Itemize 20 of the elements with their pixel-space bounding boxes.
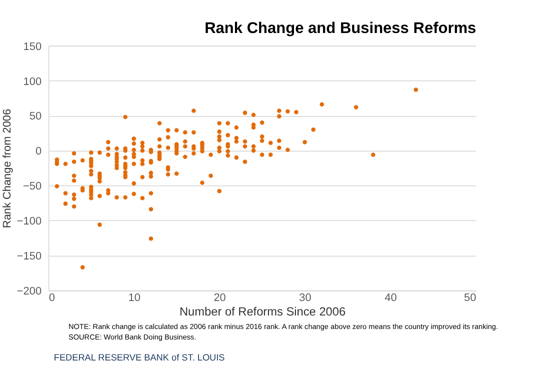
- y-tick-label: −50: [22, 180, 42, 193]
- x-tick-label: 10: [128, 292, 140, 304]
- y-axis-title: Rank Change from 2006: [1, 108, 14, 228]
- chart-title: Rank Change and Business Reforms: [204, 20, 476, 37]
- y-tick-label: 0: [35, 146, 42, 158]
- x-axis-title: Number of Reforms Since 2006: [179, 304, 346, 319]
- source-note: SOURCE: World Bank Doing Business.: [68, 332, 196, 342]
- y-tick-label: −100: [16, 216, 42, 228]
- y-tick-label: 100: [23, 76, 42, 88]
- x-tick-label: 20: [214, 292, 226, 304]
- x-tick-label: 50: [464, 292, 476, 304]
- y-tick-label: −200: [16, 286, 42, 298]
- y-tick-label: 50: [29, 110, 42, 123]
- x-tick-label: 40: [384, 292, 397, 304]
- x-tick-label: 30: [299, 292, 312, 304]
- x-tick-label: 0: [48, 292, 55, 304]
- y-tick-label: −150: [16, 250, 42, 263]
- text: NOTE: Rank change is calculated as 2006 rank minus 2016 rank. A rank change above zero means the country improved its ranking.: [68, 322, 498, 331]
- y-tick-label: 150: [23, 40, 42, 53]
- text: FEDERAL RESERVE BANK of ST. LOUIS: [54, 352, 225, 363]
